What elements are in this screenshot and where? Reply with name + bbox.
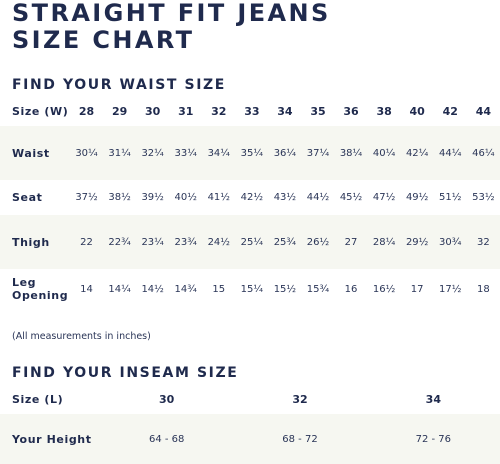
table-cell: 32 bbox=[466, 215, 500, 269]
table-cell: 22 bbox=[70, 215, 104, 269]
waist-size-header: 30 bbox=[145, 104, 161, 118]
row-label-text: Thigh bbox=[12, 235, 50, 249]
table-cell: 15½ bbox=[273, 283, 297, 295]
table-cell: 14½ bbox=[141, 283, 164, 295]
waist-size-table: Size (W) 28 29 30 31 32 33 34 35 36 38 4… bbox=[0, 96, 500, 309]
row-label: Seat bbox=[0, 180, 70, 215]
row-label-text: Waist bbox=[12, 146, 50, 160]
table-cell: 38½ bbox=[108, 192, 131, 203]
waist-size-header: 33 bbox=[244, 104, 260, 118]
table-cell: 14¼ bbox=[108, 283, 131, 295]
chart-title-line1: STRAIGHT FIT JEANS bbox=[12, 0, 331, 27]
table-cell: 45½ bbox=[339, 192, 363, 203]
waist-size-header: 29 bbox=[111, 104, 128, 118]
table-cell: 16 bbox=[344, 283, 358, 295]
row-label: Waist bbox=[0, 126, 70, 180]
table-cell: 68 - 72 bbox=[233, 414, 367, 464]
row-label: Thigh bbox=[0, 215, 70, 269]
table-cell: 16½ bbox=[372, 283, 396, 295]
table-cell: 37¼ bbox=[301, 126, 335, 180]
waist-size-header: 34 bbox=[277, 104, 293, 118]
waist-size-header: 40 bbox=[409, 104, 425, 118]
inseam-header-row: Size (L) 30 32 34 bbox=[0, 384, 500, 414]
measurement-note: (All measurements in inches) bbox=[12, 331, 151, 342]
inseam-size-header: 34 bbox=[425, 392, 441, 406]
table-cell: 40¼ bbox=[367, 126, 401, 180]
row-label: Leg Opening bbox=[0, 269, 70, 309]
waist-size-header: 42 bbox=[442, 104, 458, 118]
row-label: Your Height bbox=[0, 414, 100, 464]
table-cell: 33¼ bbox=[169, 126, 203, 180]
inseam-size-header: 30 bbox=[159, 392, 175, 406]
waist-section-title: FIND YOUR WAIST SIZE bbox=[12, 77, 226, 93]
table-cell: 47½ bbox=[372, 192, 396, 203]
row-label-line1: Leg bbox=[12, 276, 37, 289]
table-cell: 43½ bbox=[273, 192, 297, 203]
table-cell: 44½ bbox=[306, 192, 330, 203]
inseam-header-label: Size (L) bbox=[12, 392, 64, 406]
table-row-seat: Seat 37½ 38½ 39½ 40½ 41½ 42½ 43½ 44½ 45½… bbox=[0, 180, 500, 215]
chart-title: STRAIGHT FIT JEANS SIZE CHART bbox=[12, 0, 331, 54]
table-cell: 35¼ bbox=[235, 126, 269, 180]
table-cell: 29½ bbox=[400, 215, 434, 269]
table-cell: 40½ bbox=[174, 192, 197, 203]
inseam-size-header: 32 bbox=[292, 392, 308, 406]
inseam-section-title: FIND YOUR INSEAM SIZE bbox=[12, 365, 239, 381]
table-cell: 14 bbox=[80, 283, 93, 295]
waist-size-header: 44 bbox=[475, 104, 492, 118]
table-row-your-height: Your Height 64 - 68 68 - 72 72 - 76 bbox=[0, 414, 500, 464]
table-cell: 18 bbox=[477, 283, 490, 295]
table-cell: 15¾ bbox=[306, 283, 330, 295]
table-cell: 41½ bbox=[207, 192, 230, 203]
table-cell: 34¼ bbox=[202, 126, 236, 180]
table-cell: 24½ bbox=[202, 215, 236, 269]
table-cell: 31¼ bbox=[103, 126, 137, 180]
table-cell: 22¾ bbox=[103, 215, 137, 269]
table-cell: 39½ bbox=[141, 192, 164, 203]
table-cell: 25¾ bbox=[268, 215, 302, 269]
table-cell: 38¼ bbox=[334, 126, 368, 180]
table-cell: 51½ bbox=[439, 192, 462, 203]
table-cell: 15 bbox=[212, 283, 226, 295]
table-cell: 30¼ bbox=[70, 126, 104, 180]
table-row-leg-opening: Leg Opening 14 14¼ 14½ 14¾ 15 15¼ 15½ 15¾… bbox=[0, 269, 500, 309]
table-cell: 26½ bbox=[301, 215, 335, 269]
waist-size-header: 35 bbox=[310, 104, 326, 118]
table-cell: 72 - 76 bbox=[366, 414, 500, 464]
row-label-text: Seat bbox=[12, 191, 43, 204]
table-cell: 42½ bbox=[240, 192, 264, 203]
chart-title-line2: SIZE CHART bbox=[12, 26, 195, 54]
waist-header-row: Size (W) 28 29 30 31 32 33 34 35 36 38 4… bbox=[0, 96, 500, 126]
table-cell: 44¼ bbox=[433, 126, 467, 180]
waist-size-header: 31 bbox=[178, 104, 194, 118]
table-cell: 53½ bbox=[472, 192, 495, 203]
table-cell: 42¼ bbox=[400, 126, 434, 180]
waist-size-header: 28 bbox=[78, 104, 95, 118]
table-cell: 23¾ bbox=[169, 215, 203, 269]
row-label-line2: Opening bbox=[12, 289, 69, 302]
table-cell: 14¾ bbox=[174, 283, 197, 295]
inseam-size-table: Size (L) 30 32 34 Your Height 64 - 68 68… bbox=[0, 384, 500, 464]
table-row-waist: Waist 30¼ 31¼ 32¼ 33¼ 34¼ 35¼ 36¼ 37¼ 38… bbox=[0, 126, 500, 180]
table-cell: 28¼ bbox=[367, 215, 401, 269]
waist-header-label: Size (W) bbox=[12, 104, 69, 118]
table-cell: 23¼ bbox=[136, 215, 170, 269]
table-cell: 32¼ bbox=[136, 126, 170, 180]
waist-size-header: 38 bbox=[376, 104, 392, 118]
table-row-thigh: Thigh 22 22¾ 23¼ 23¾ 24½ 25¼ 25¾ 26½ 27 … bbox=[0, 215, 500, 269]
table-cell: 30¾ bbox=[433, 215, 467, 269]
table-cell: 64 - 68 bbox=[100, 414, 234, 464]
table-cell: 15¼ bbox=[240, 283, 264, 295]
table-cell: 17 bbox=[410, 283, 424, 295]
table-cell: 17½ bbox=[439, 283, 462, 295]
table-cell: 27 bbox=[334, 215, 368, 269]
table-cell: 49½ bbox=[405, 192, 429, 203]
table-cell: 46¼ bbox=[466, 126, 500, 180]
waist-size-header: 36 bbox=[343, 104, 359, 118]
table-cell: 36¼ bbox=[268, 126, 302, 180]
waist-size-header: 32 bbox=[211, 104, 227, 118]
table-cell: 37½ bbox=[75, 192, 98, 203]
table-cell: 25¼ bbox=[235, 215, 269, 269]
